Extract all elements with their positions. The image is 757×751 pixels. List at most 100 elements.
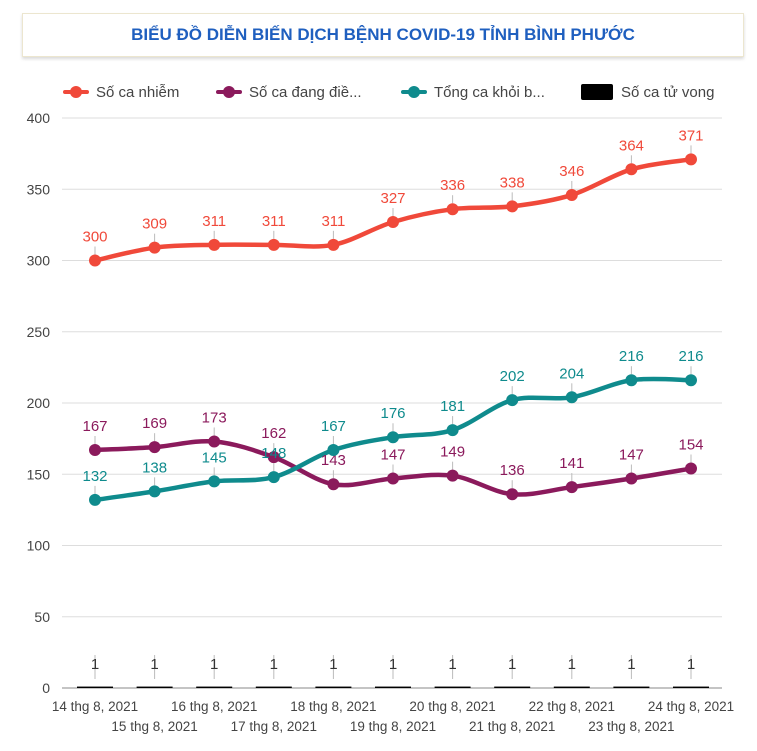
data-point [208,475,221,488]
data-point [148,485,161,498]
x-tick-label: 24 thg 8, 2021 [648,699,734,714]
data-label: 169 [142,415,167,432]
bar-data-label: 1 [389,656,397,673]
data-point [387,216,399,229]
data-point [387,472,399,485]
data-label: 173 [202,409,227,426]
data-label: 143 [321,452,346,469]
data-label: 162 [261,425,286,442]
data-label: 216 [678,348,703,365]
data-label: 167 [321,418,346,435]
data-point [89,493,101,506]
data-point [446,203,459,216]
data-label: 311 [262,213,286,230]
data-point [89,444,101,457]
y-tick-label: 400 [27,110,51,126]
data-label: 216 [619,348,644,365]
x-tick-label: 20 thg 8, 2021 [409,699,495,714]
data-point [387,431,399,444]
bar [494,686,531,688]
bar-data-label: 1 [210,656,218,673]
data-label: 346 [559,163,584,180]
x-tick-label: 23 thg 8, 2021 [588,719,674,734]
data-point [685,374,697,387]
x-tick-label: 21 thg 8, 2021 [469,719,555,734]
bar [375,686,411,688]
data-label: 132 [82,468,107,485]
data-label: 167 [82,418,107,435]
data-label: 311 [202,213,226,230]
x-tick-label: 22 thg 8, 2021 [529,699,615,714]
bar [196,686,233,688]
data-point [267,471,280,484]
x-tick-label: 16 thg 8, 2021 [171,699,257,714]
data-point [446,469,459,482]
data-label: 327 [380,190,405,207]
legend-label: Tổng ca khỏi b... [434,84,545,101]
y-tick-label: 250 [27,324,51,340]
y-tick-label: 200 [27,395,51,411]
data-label: 138 [142,459,167,476]
bar-data-label: 1 [270,656,278,673]
bar-data-label: 1 [150,656,158,673]
y-tick-label: 50 [34,609,50,625]
data-label: 154 [678,437,703,454]
data-label: 338 [500,174,525,191]
legend-marker [223,86,235,98]
data-point [327,238,340,251]
legend-label: Số ca nhiễm [96,84,179,101]
x-tick-label: 17 thg 8, 2021 [231,719,317,734]
x-tick-label: 15 thg 8, 2021 [111,719,197,734]
data-point [625,472,638,485]
data-point [685,462,697,475]
bar-data-label: 1 [627,656,635,673]
data-point [208,435,221,448]
data-point [685,153,697,166]
data-point [208,238,221,251]
data-point [565,391,578,404]
data-point [327,478,340,491]
data-label: 371 [678,127,703,144]
data-label: 336 [440,177,465,194]
data-point [565,481,578,494]
bar-data-label: 1 [687,656,695,673]
bar [673,686,709,688]
bar [315,686,352,688]
data-point [148,441,161,454]
data-label: 145 [202,449,227,466]
data-label: 141 [559,455,584,472]
chart-title: BIỂU ĐỒ DIỄN BIẾN DỊCH BỆNH COVID-19 TỈN… [131,25,635,44]
data-label: 311 [321,213,345,230]
data-label: 149 [440,444,465,461]
legend-label: Số ca tử vong [621,84,714,101]
bar-data-label: 1 [448,656,456,673]
bar [136,686,173,688]
data-point [565,188,578,201]
y-tick-label: 350 [27,181,51,197]
bar-data-label: 1 [329,656,337,673]
bar [553,686,590,688]
data-label: 202 [500,368,525,385]
bar-data-label: 1 [91,656,99,673]
data-label: 147 [619,447,644,464]
data-label: 147 [380,447,405,464]
data-point [267,238,280,251]
x-tick-label: 18 thg 8, 2021 [290,699,376,714]
legend-label: Số ca đang điề... [249,84,362,101]
legend-swatch [581,84,613,100]
x-tick-label: 19 thg 8, 2021 [350,719,436,734]
data-point [625,374,638,387]
data-point [625,163,638,176]
data-point [89,254,101,267]
y-tick-label: 0 [42,680,50,696]
data-point [327,444,340,457]
data-label: 181 [440,398,465,415]
y-tick-label: 100 [27,538,51,554]
data-label: 148 [261,445,286,462]
data-label: 309 [142,216,167,233]
x-tick-label: 14 thg 8, 2021 [52,699,138,714]
bar-data-label: 1 [568,656,576,673]
data-label: 136 [500,462,525,479]
bar [77,686,113,688]
